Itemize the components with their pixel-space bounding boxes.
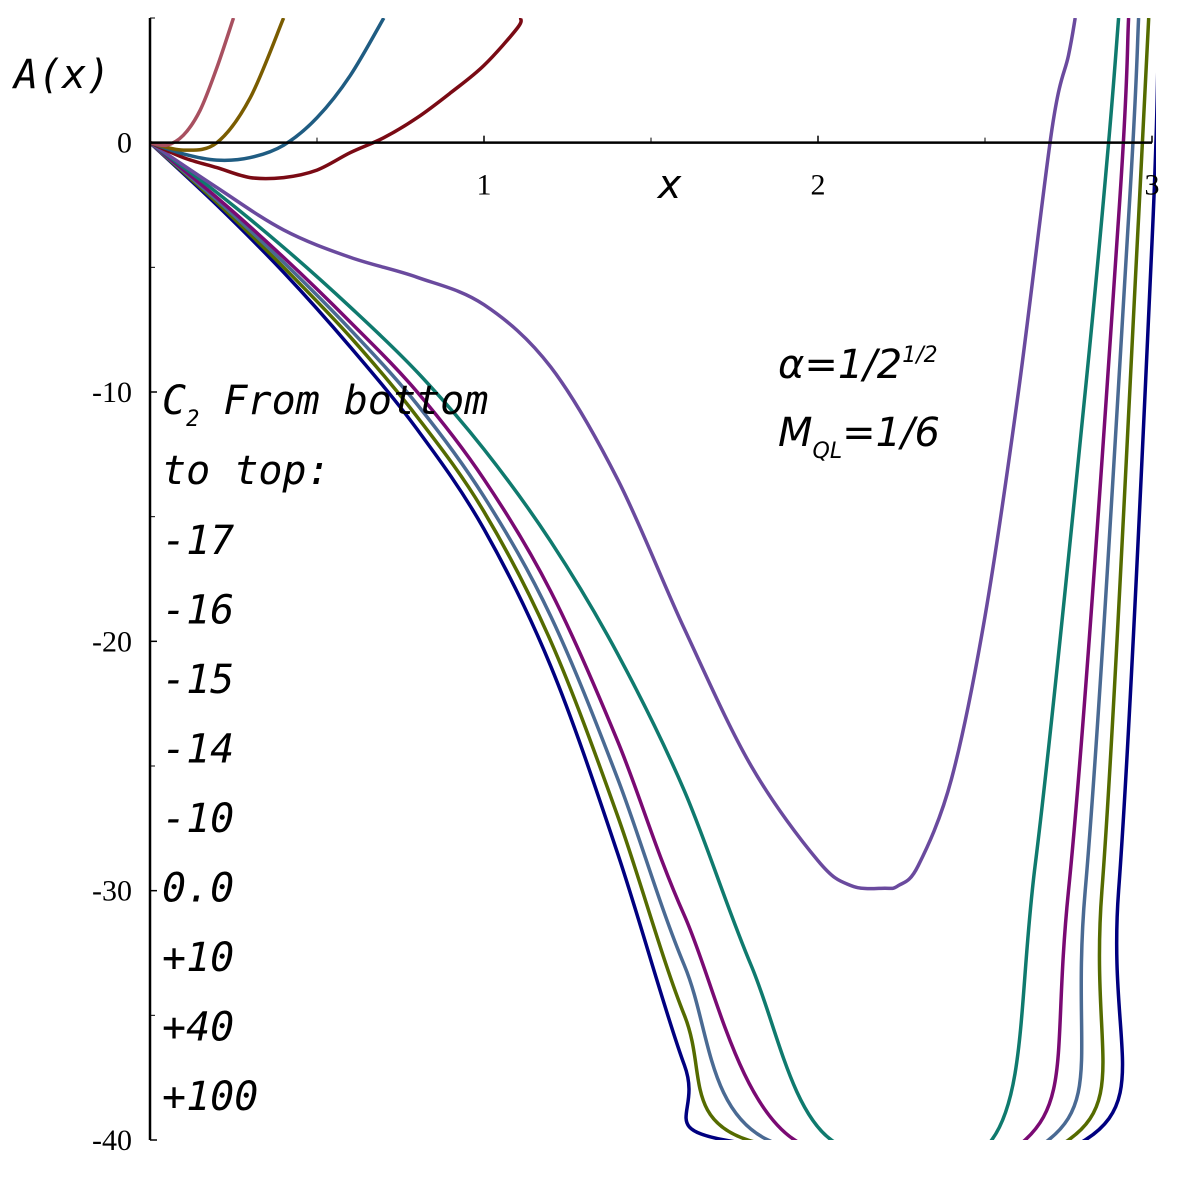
y-tick-label: 0 — [117, 127, 132, 160]
legend-entry: +40 — [162, 1005, 234, 1051]
series-line-2 — [150, 18, 1151, 1140]
parameters: α=1/21/2 MQL=1/6 — [778, 342, 940, 464]
series-line-6 — [150, 18, 1077, 891]
y-tick-label: -40 — [92, 1124, 132, 1157]
legend-entry: +10 — [162, 935, 234, 981]
legend-title: C2 From bottom — [162, 378, 488, 432]
x-tick-label: 2 — [811, 169, 826, 202]
ticks-layer: 1 2 3 0 -10 -20 -30 -40 — [92, 17, 1160, 1157]
x-tick-label: 3 — [1145, 169, 1160, 202]
y-axis-title: A(x) — [11, 52, 110, 98]
legend-entry: -15 — [162, 657, 234, 703]
series-line-10 — [150, 18, 236, 148]
mql-label: MQL=1/6 — [778, 410, 940, 464]
x-tick-label: 1 — [477, 169, 492, 202]
series-line-7 — [150, 18, 523, 181]
x-axis-title: x — [656, 162, 682, 208]
legend-entry: -17 — [162, 518, 234, 564]
legend-entry: -16 — [162, 588, 234, 634]
legend-entry: +100 — [162, 1074, 258, 1120]
series-layer — [150, 18, 1156, 1140]
legend-title-line2: to top: — [162, 448, 331, 494]
y-tick-label: -30 — [92, 875, 132, 908]
y-tick-label: -10 — [92, 376, 132, 409]
y-tick-label: -20 — [92, 625, 132, 658]
series-line-5 — [150, 18, 1121, 1140]
series-line-3 — [150, 18, 1141, 1140]
series-line-1 — [150, 73, 1156, 1140]
legend: C2 From bottom to top: -17 -16 -15 -14 -10 0.… — [162, 378, 488, 1120]
legend-entries: -17 -16 -15 -14 -10 0.0 +10 +40 +100 — [162, 518, 258, 1120]
legend-entry: -14 — [162, 727, 234, 773]
axes-layer — [148, 18, 1152, 1140]
series-line-9 — [150, 18, 286, 152]
series-line-8 — [150, 18, 386, 163]
legend-entry: -10 — [162, 796, 234, 842]
legend-entry: 0.0 — [162, 866, 234, 912]
alpha-label: α=1/21/2 — [778, 342, 938, 388]
series-line-4 — [150, 18, 1131, 1140]
